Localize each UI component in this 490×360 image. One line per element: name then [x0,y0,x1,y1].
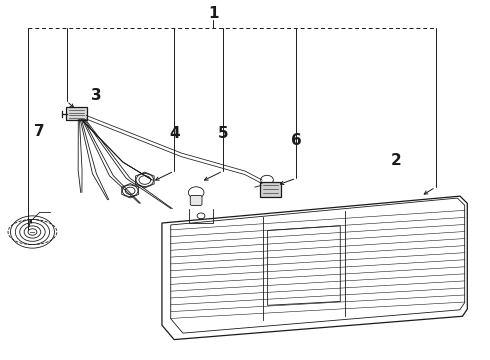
Text: 7: 7 [34,124,45,139]
Text: 2: 2 [391,153,402,168]
Text: 1: 1 [208,6,219,21]
Text: 3: 3 [91,88,101,103]
Text: 6: 6 [291,133,302,148]
Text: 4: 4 [169,126,179,141]
FancyBboxPatch shape [190,195,202,206]
Text: 5: 5 [218,126,228,141]
FancyBboxPatch shape [66,107,87,121]
FancyBboxPatch shape [260,182,281,197]
